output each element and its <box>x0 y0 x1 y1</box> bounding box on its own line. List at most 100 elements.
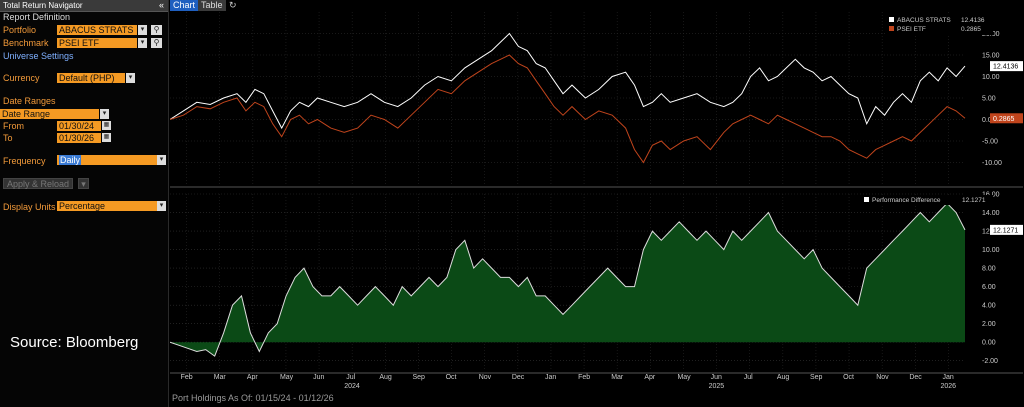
series-line-benchmark <box>169 54 966 164</box>
x-year-label: 2024 <box>344 383 360 390</box>
legend-box <box>860 195 993 205</box>
frequency-dropdown-icon[interactable]: ▾ <box>157 155 166 165</box>
currency-label: Currency <box>3 73 40 83</box>
x-tick-label: Jan <box>942 374 953 381</box>
x-tick-label: Feb <box>578 374 590 381</box>
display-units-dropdown-icon[interactable]: ▾ <box>157 201 166 211</box>
legend-value: 12.4136 <box>961 17 985 24</box>
y-tick-label: 14.00 <box>982 210 1000 217</box>
to-label: To <box>3 133 13 143</box>
x-tick-label: Apr <box>247 374 259 381</box>
to-calendar-icon[interactable]: ▦ <box>102 133 111 142</box>
y-tick-label: -2.00 <box>982 358 998 365</box>
y-tick-label: 5.00 <box>982 96 996 103</box>
benchmark-search-icon[interactable]: ⚲ <box>151 38 162 48</box>
x-tick-label: Sep <box>810 374 823 381</box>
apply-options-dropdown-icon[interactable]: ▾ <box>78 178 89 189</box>
last-value-tag <box>990 61 1024 72</box>
legend-entry: Performance Difference <box>872 197 941 204</box>
y-tick-label: 6.00 <box>982 284 996 291</box>
y-tick-label: -5.00 <box>982 139 998 146</box>
chart-area: 20.0015.0010.005.000.00-5.00-10.0012.413… <box>169 12 1024 396</box>
benchmark-field[interactable]: PSEI ETF <box>57 38 137 48</box>
last-value-tag <box>990 224 1024 235</box>
double-chevron-left-icon[interactable]: « <box>158 0 164 10</box>
x-tick-label: Aug <box>379 374 392 381</box>
legend-value: 12.1271 <box>962 197 986 204</box>
refresh-icon[interactable]: ↻ <box>229 0 237 10</box>
benchmark-dropdown-icon[interactable]: ▾ <box>138 38 147 48</box>
x-year-label: 2026 <box>940 383 956 390</box>
y-tick-label: 10.00 <box>982 247 1000 254</box>
legend-box <box>885 15 993 35</box>
x-tick-label: Sep <box>412 374 425 381</box>
y-tick-label: -10.00 <box>982 160 1002 167</box>
last-value-label: 12.1271 <box>993 227 1018 234</box>
last-value-tag <box>990 113 1024 124</box>
holdings-footer: Port Holdings As Of: 01/15/24 - 01/12/26 <box>172 393 334 403</box>
from-calendar-icon[interactable]: ▦ <box>102 121 111 130</box>
tab-table[interactable]: Table <box>198 0 226 11</box>
panel-titlebar: Total Return Navigator « <box>0 0 168 12</box>
y-tick-label: 0.00 <box>982 117 996 124</box>
currency-field[interactable]: Default (PHP) <box>57 73 125 83</box>
portfolio-field[interactable]: ABACUS STRATS <box>57 25 137 35</box>
legend-swatch <box>889 17 894 22</box>
apply-reload-label: Apply & Reload <box>7 179 70 189</box>
x-tick-label: Jul <box>346 374 355 381</box>
from-label: From <box>3 121 24 131</box>
x-tick-label: Feb <box>181 374 193 381</box>
legend-value: 0.2865 <box>961 26 981 33</box>
x-tick-label: Nov <box>876 374 889 381</box>
legend-swatch <box>864 197 869 202</box>
y-tick-label: 10.00 <box>982 74 1000 81</box>
legend-entry: PSEI ETF <box>897 26 926 33</box>
legend-entry: ABACUS STRATS <box>897 17 951 24</box>
date-range-dropdown-icon[interactable]: ▾ <box>100 109 109 119</box>
frequency-field[interactable]: Daily <box>57 155 157 165</box>
x-tick-label: Mar <box>214 374 227 381</box>
tab-chart[interactable]: Chart <box>170 0 199 11</box>
x-tick-label: Jun <box>313 374 324 381</box>
x-tick-label: May <box>280 374 294 381</box>
benchmark-label: Benchmark <box>3 38 49 48</box>
portfolio-dropdown-icon[interactable]: ▾ <box>138 25 147 35</box>
x-year-label: 2025 <box>709 383 725 390</box>
x-tick-label: Jan <box>545 374 556 381</box>
last-value-label: 0.2865 <box>993 116 1015 123</box>
y-tick-label: 4.00 <box>982 303 996 310</box>
display-units-label: Display Units <box>3 202 56 212</box>
x-tick-label: Apr <box>644 374 656 381</box>
date-range-field[interactable]: Date Range <box>0 109 99 119</box>
chart-svg: 20.0015.0010.005.000.00-5.00-10.0012.413… <box>169 12 1024 390</box>
panel-title: Total Return Navigator <box>3 1 83 10</box>
series-line-portfolio <box>169 32 966 130</box>
x-tick-label: Dec <box>909 374 922 381</box>
x-tick-label: May <box>677 374 691 381</box>
y-tick-label: 0.00 <box>982 340 996 347</box>
x-tick-label: Aug <box>777 374 790 381</box>
x-tick-label: Oct <box>446 374 457 381</box>
y-tick-label: 15.00 <box>982 53 1000 60</box>
settings-panel: Total Return Navigator « Report Definiti… <box>0 0 169 407</box>
x-tick-label: Dec <box>512 374 525 381</box>
universe-settings-link[interactable]: Universe Settings <box>3 51 74 61</box>
x-tick-label: Oct <box>843 374 854 381</box>
x-tick-label: Jul <box>744 374 753 381</box>
frequency-label: Frequency <box>3 156 46 166</box>
date-ranges-label: Date Ranges <box>3 96 56 106</box>
y-tick-label: 2.00 <box>982 321 996 328</box>
from-date-field[interactable]: 01/30/24 <box>57 121 101 131</box>
frequency-value: Daily <box>59 155 82 165</box>
portfolio-search-icon[interactable]: ⚲ <box>151 25 162 35</box>
display-units-field[interactable]: Percentage <box>57 201 157 211</box>
to-date-field[interactable]: 01/30/26 <box>57 133 101 143</box>
apply-reload-button[interactable]: Apply & Reload <box>3 178 74 189</box>
x-tick-label: Jun <box>711 374 722 381</box>
x-tick-label: Mar <box>611 374 624 381</box>
report-definition-heading: Report Definition <box>3 12 71 22</box>
portfolio-label: Portfolio <box>3 25 37 35</box>
currency-dropdown-icon[interactable]: ▾ <box>126 73 135 83</box>
last-value-label: 12.4136 <box>993 64 1018 71</box>
difference-area <box>170 203 965 357</box>
